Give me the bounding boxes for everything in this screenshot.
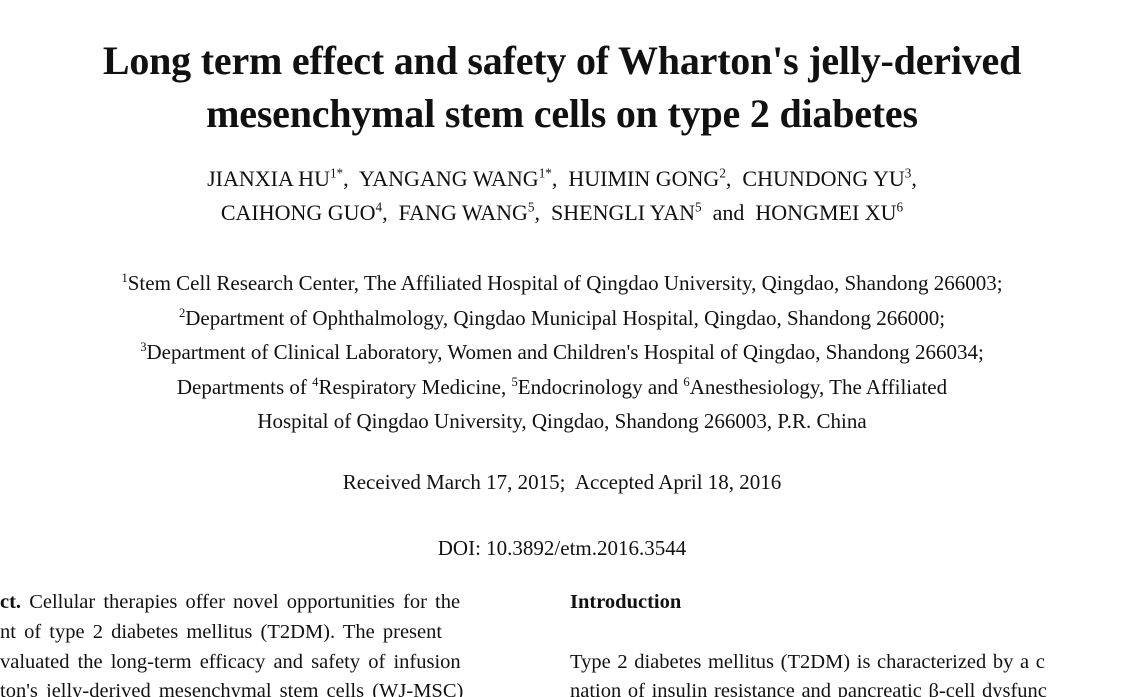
abstract-column: ct. Cellular therapies offer novel oppor… <box>0 588 560 697</box>
introduction-line-2: nation of insulin resistance and pancrea… <box>570 680 1047 697</box>
abstract-line-2: nt of type 2 diabetes mellitus (T2DM). T… <box>0 620 443 643</box>
introduction-column: Introduction Type 2 diabetes mellitus (T… <box>570 588 1124 697</box>
abstract-line-3: valuated the long-term efficacy and safe… <box>0 650 461 673</box>
introduction-line-1: Type 2 diabetes mellitus (T2DM) is chara… <box>570 650 1045 673</box>
title-line-1: Long term effect and safety of Wharton's… <box>102 38 1022 83</box>
received-accepted-dates: Received March 17, 2015; Accepted April … <box>342 470 782 494</box>
abstract-line-4: ton's jelly-derived mesenchymal stem cel… <box>0 680 464 697</box>
affiliations: 1Stem Cell Research Center, The Affiliat… <box>0 266 1124 439</box>
abstract-line-1: ct. Cellular therapies offer novel oppor… <box>0 591 461 613</box>
title-line-2: mesenchymal stem cells on type 2 diabete… <box>206 91 918 136</box>
affiliation-line-1: 1Stem Cell Research Center, The Affiliat… <box>121 271 1003 295</box>
paper-title: Long term effect and safety of Wharton's… <box>0 34 1124 140</box>
affiliation-line-2: 2Department of Ophthalmology, Qingdao Mu… <box>178 305 946 330</box>
author-list: JIANXIA HU1*, YANGANG WANG1*, HUIMIN GON… <box>0 162 1124 230</box>
affiliation-line-4: Departments of 4Respiratory Medicine, 5E… <box>176 374 948 399</box>
spacer-line <box>570 618 1124 648</box>
authors-line-1: JIANXIA HU1*, YANGANG WANG1*, HUIMIN GON… <box>207 165 917 191</box>
affiliation-line-5: Hospital of Qingdao University, Qingdao,… <box>257 409 867 433</box>
introduction-heading: Introduction <box>570 591 682 613</box>
authors-line-2: CAIHONG GUO4, FANG WANG5, SHENGLI YAN5 a… <box>220 199 904 225</box>
affiliation-line-3: 3Department of Clinical Laboratory, Wome… <box>140 340 984 364</box>
doi-text: DOI: 10.3892/etm.2016.3544 <box>437 536 687 560</box>
